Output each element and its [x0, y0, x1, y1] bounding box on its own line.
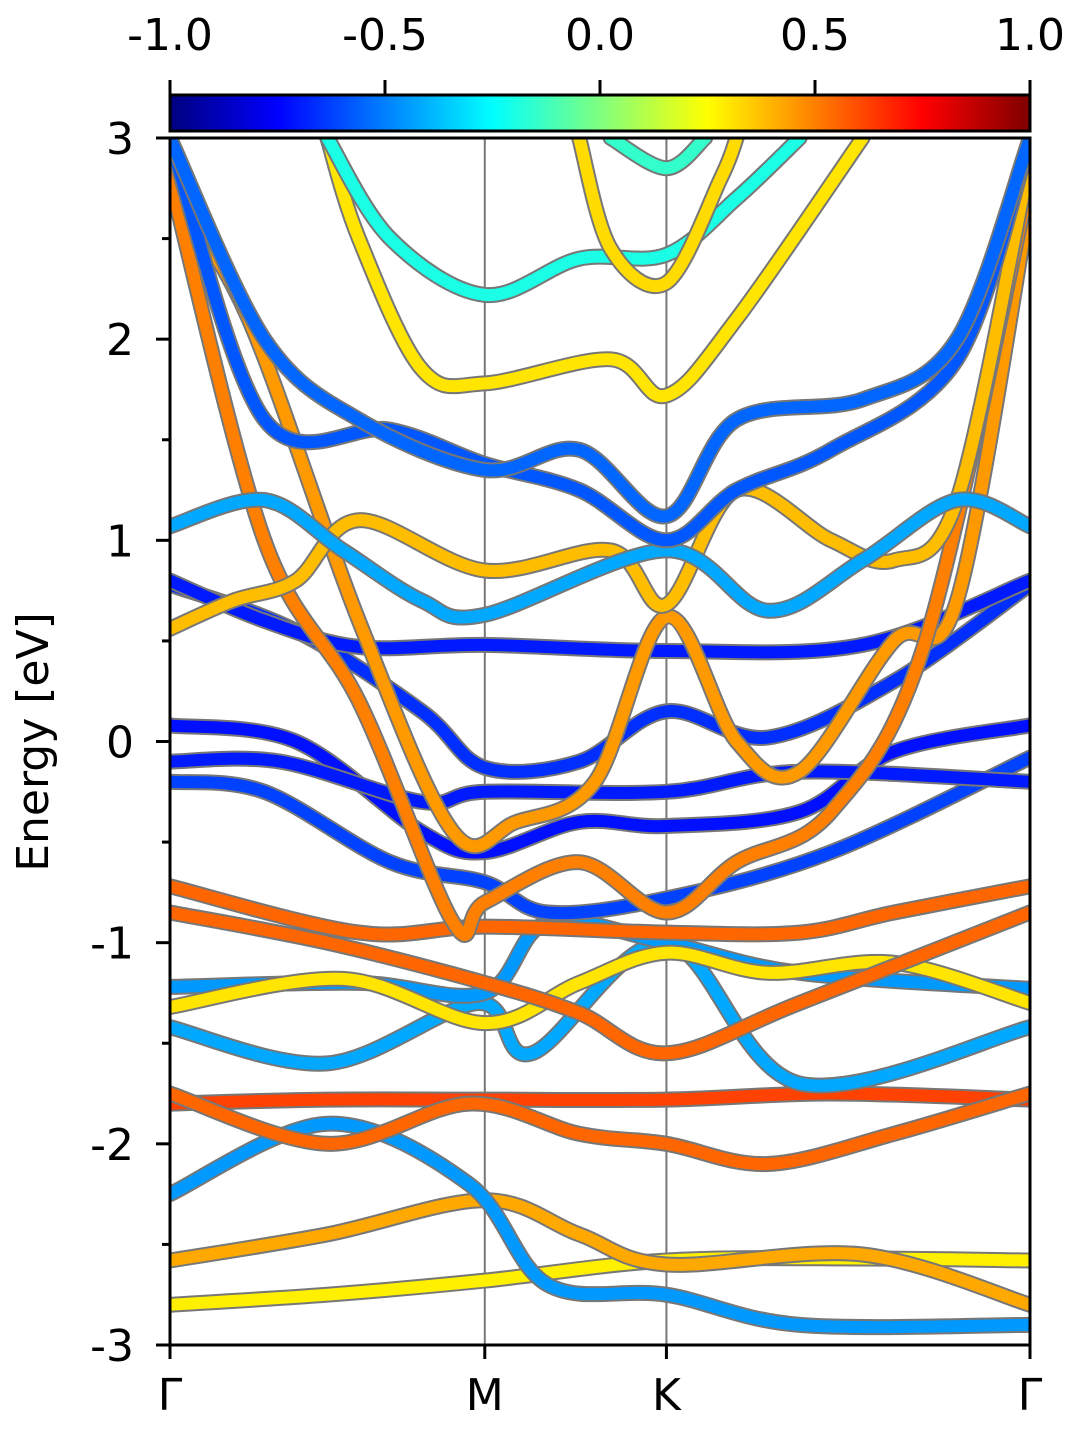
- y-tick-label: 3: [106, 114, 134, 165]
- y-axis-ticks: 3 2 1 0 -1 -2 -3: [90, 114, 170, 1372]
- colorbar-tick-label: 0.5: [780, 10, 850, 61]
- colorbar-tick-label: 0.0: [565, 10, 635, 61]
- band-line: [170, 1117, 1030, 1334]
- band-line: [170, 946, 1030, 1030]
- colorbar-tick-label: 1.0: [995, 10, 1065, 61]
- y-tick-label: -3: [90, 1321, 134, 1372]
- x-tick-label: Γ: [1018, 1370, 1043, 1421]
- band-line: [604, 138, 712, 175]
- colorbar-tick-label: -1.0: [127, 10, 213, 61]
- y-tick-label: 1: [106, 516, 134, 567]
- band-line: [170, 152, 1030, 635]
- colorbar: -1.0 -0.5 0.0 0.5 1.0: [127, 10, 1065, 133]
- band-line: [170, 906, 1030, 1060]
- kpoint-vertical-lines: [483, 138, 668, 1345]
- band-line: [170, 574, 1030, 659]
- x-tick-label: M: [466, 1370, 504, 1421]
- band-line: [170, 138, 1030, 523]
- band-line: [170, 880, 1030, 941]
- band-line: [170, 752, 1030, 809]
- band-line: [170, 1194, 1030, 1311]
- bands: [170, 138, 1030, 1336]
- y-tick-label: -2: [90, 1120, 134, 1171]
- band-line: [170, 493, 1030, 624]
- colorbar-gradient: [168, 93, 1032, 133]
- band-line: [321, 138, 806, 301]
- band-line: [170, 138, 1030, 547]
- band-line: [170, 751, 1030, 920]
- y-axis-label: Energy [eV]: [8, 612, 59, 872]
- y-tick-label: 2: [106, 315, 134, 366]
- band-line: [170, 1087, 1030, 1110]
- plot-area: 3 2 1 0 -1 -2 -3 Γ M K Γ: [90, 114, 1043, 1421]
- colorbar-ticks: -1.0 -0.5 0.0 0.5 1.0: [127, 10, 1065, 95]
- x-tick-label: Γ: [158, 1370, 183, 1421]
- band-line: [170, 936, 1030, 1092]
- y-tick-label: 0: [106, 718, 134, 769]
- band-line: [170, 172, 1030, 942]
- colorbar-tick-label: -0.5: [342, 10, 428, 61]
- band-line: [321, 138, 869, 403]
- x-tick-label: K: [652, 1370, 682, 1421]
- band-line: [573, 138, 743, 293]
- y-tick-label: -1: [90, 919, 134, 970]
- band-line: [170, 1087, 1030, 1171]
